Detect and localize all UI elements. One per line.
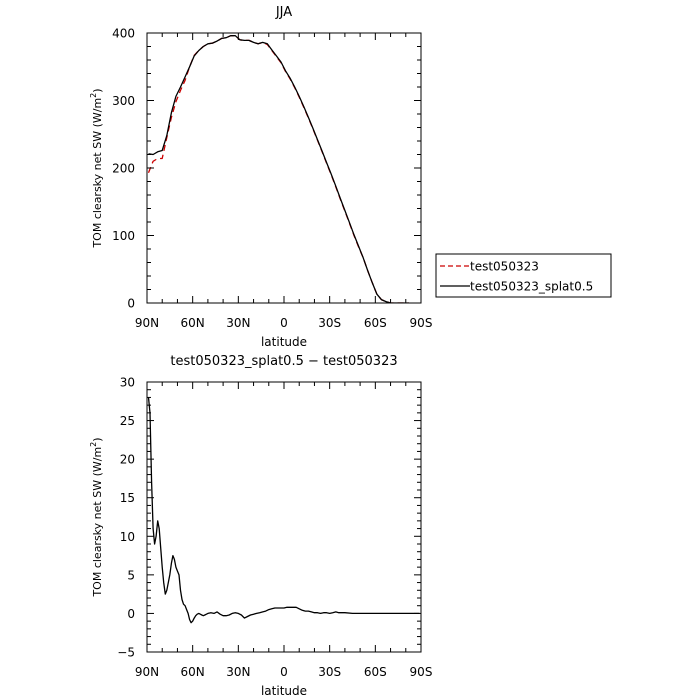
x-tick-label: 90S — [410, 665, 433, 679]
y-axis-label-close: ) — [91, 437, 104, 441]
plot-area — [147, 35, 409, 303]
x-tick-label: 90N — [135, 665, 159, 679]
y-tick-label: 400 — [112, 27, 135, 41]
series-line-1 — [147, 397, 420, 624]
y-tick-label: 100 — [112, 229, 135, 243]
x-tick-label: 90S — [410, 316, 433, 330]
y-tick-label: 200 — [112, 162, 135, 176]
y-tick-label: 25 — [120, 414, 135, 428]
x-tick-label: 60S — [364, 316, 387, 330]
x-tick-label: 60N — [181, 316, 205, 330]
y-tick-label: 30 — [120, 376, 135, 390]
chart-2: test050323_splat0.5 − test050323 TOM clea… — [89, 354, 432, 698]
plot-frame — [146, 381, 422, 653]
y-tick-label: 15 — [120, 491, 135, 505]
x-tick-label: 30S — [318, 665, 341, 679]
x-tick-label: 90N — [135, 316, 159, 330]
x-tick-label: 0 — [280, 665, 288, 679]
series-line-1 — [147, 35, 409, 303]
y-axis-label: TOM clearsky net SW (W/m2) — [89, 88, 104, 248]
x-tick-label: 30N — [226, 665, 250, 679]
y-axis-label: TOM clearsky net SW (W/m2) — [89, 437, 104, 597]
x-axis-label: latitude — [261, 335, 307, 349]
y-tick-label: 20 — [120, 453, 135, 467]
plot-area — [147, 397, 420, 624]
x-tick-label: 0 — [280, 316, 288, 330]
legend: test050323 test050323_splat0.5 — [435, 253, 612, 298]
y-tick-label: −5 — [117, 646, 135, 660]
plot-frame — [146, 32, 422, 304]
y-tick-label: 300 — [112, 94, 135, 108]
y-tick-label: 0 — [127, 297, 135, 311]
y-axis-label-text: TOM clearsky net SW (W/m — [91, 447, 104, 598]
y-tick-label: 0 — [127, 607, 135, 621]
legend-label-2: test050323_splat0.5 — [470, 280, 593, 294]
x-tick-label: 60S — [364, 665, 387, 679]
chart-1: JJA TOM clearsky net SW (W/m2) latitude 90N… — [89, 5, 612, 349]
x-axis-label: latitude — [261, 684, 307, 698]
y-axis-label-sup: 2 — [89, 93, 98, 98]
chart-title: test050323_splat0.5 − test050323 — [170, 354, 397, 369]
y-tick-label: 10 — [120, 530, 135, 544]
chart-title: JJA — [275, 5, 292, 20]
y-axis-label-sup: 2 — [89, 442, 98, 447]
y-tick-label: 5 — [127, 568, 135, 582]
x-tick-label: 60N — [181, 665, 205, 679]
series-line-2 — [148, 35, 409, 303]
legend-box — [435, 253, 612, 298]
legend-label-1: test050323 — [470, 260, 539, 274]
x-tick-label: 30N — [226, 316, 250, 330]
x-tick-label: 30S — [318, 316, 341, 330]
y-axis-label-text: TOM clearsky net SW (W/m — [91, 98, 104, 249]
y-axis-label-close: ) — [91, 88, 104, 92]
